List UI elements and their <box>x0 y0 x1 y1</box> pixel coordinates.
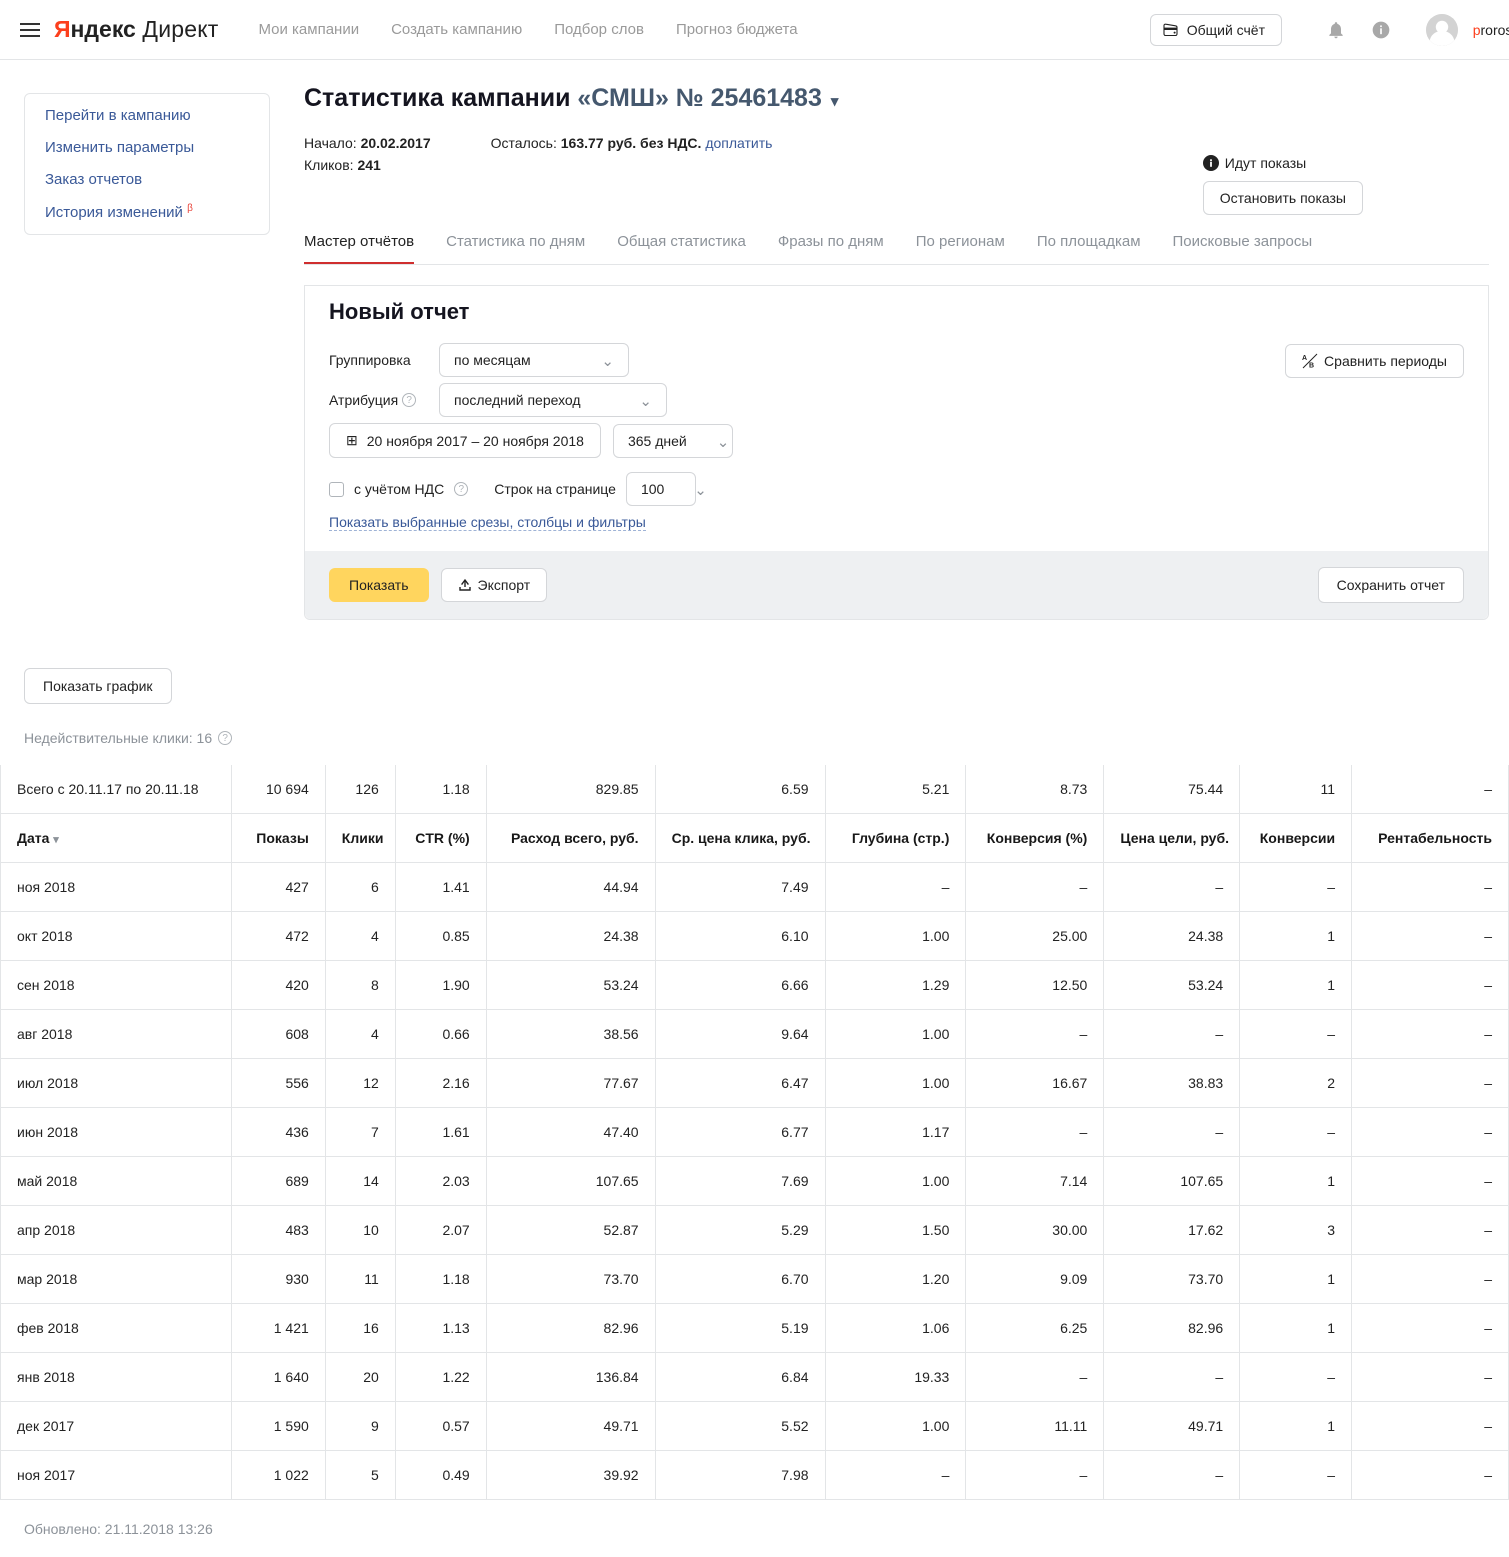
svg-text:A: A <box>1302 355 1307 362</box>
svg-text:B: B <box>1309 363 1314 370</box>
